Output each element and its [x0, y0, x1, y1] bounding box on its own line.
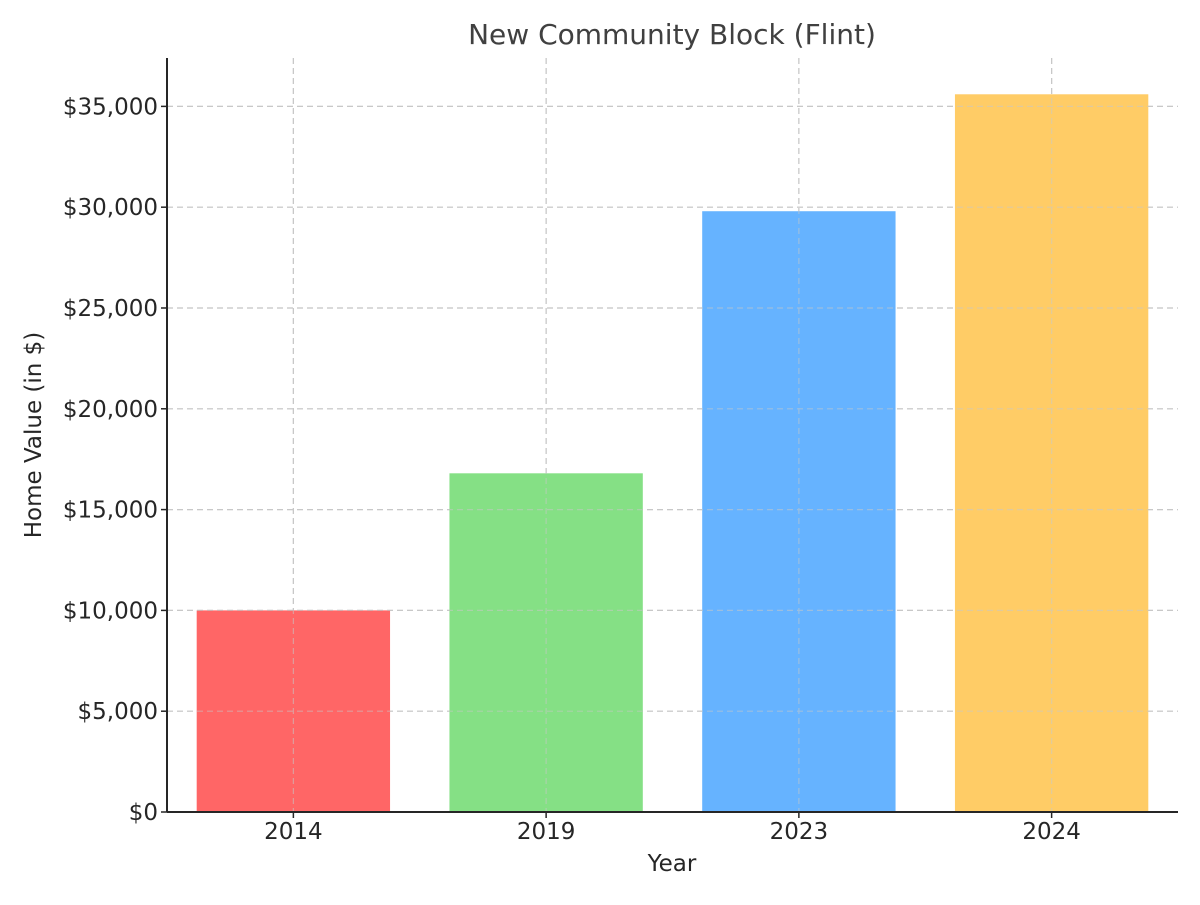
x-tick-label-2024: 2024 [1022, 819, 1081, 845]
bars [167, 58, 1178, 813]
y-tick-label-6: $30,000 [63, 195, 158, 221]
y-tick-label-5: $25,000 [63, 296, 158, 322]
y-axis-label: Home Value (in $) [21, 332, 47, 539]
x-axis-label: Year [647, 851, 697, 877]
x-tick-label-2019: 2019 [517, 819, 576, 845]
x-tick-label-2014: 2014 [264, 819, 323, 845]
y-tick-label-3: $15,000 [63, 498, 158, 524]
grid-overlay [167, 58, 1178, 812]
y-tick-label-2: $10,000 [63, 598, 158, 624]
ticks: $0 $5,000 $10,000 $15,000 $20,000 $25,000 $30,… [63, 94, 1081, 845]
y-tick-label-7: $35,000 [63, 94, 158, 120]
y-tick-label-4: $20,000 [63, 397, 158, 423]
y-tick-label-0: $0 [129, 800, 158, 826]
chart-title: New Community Block (Flint) [468, 18, 876, 51]
x-tick-label-2023: 2023 [770, 819, 829, 845]
y-tick-label-1: $5,000 [78, 699, 158, 725]
axes [166, 58, 1178, 813]
